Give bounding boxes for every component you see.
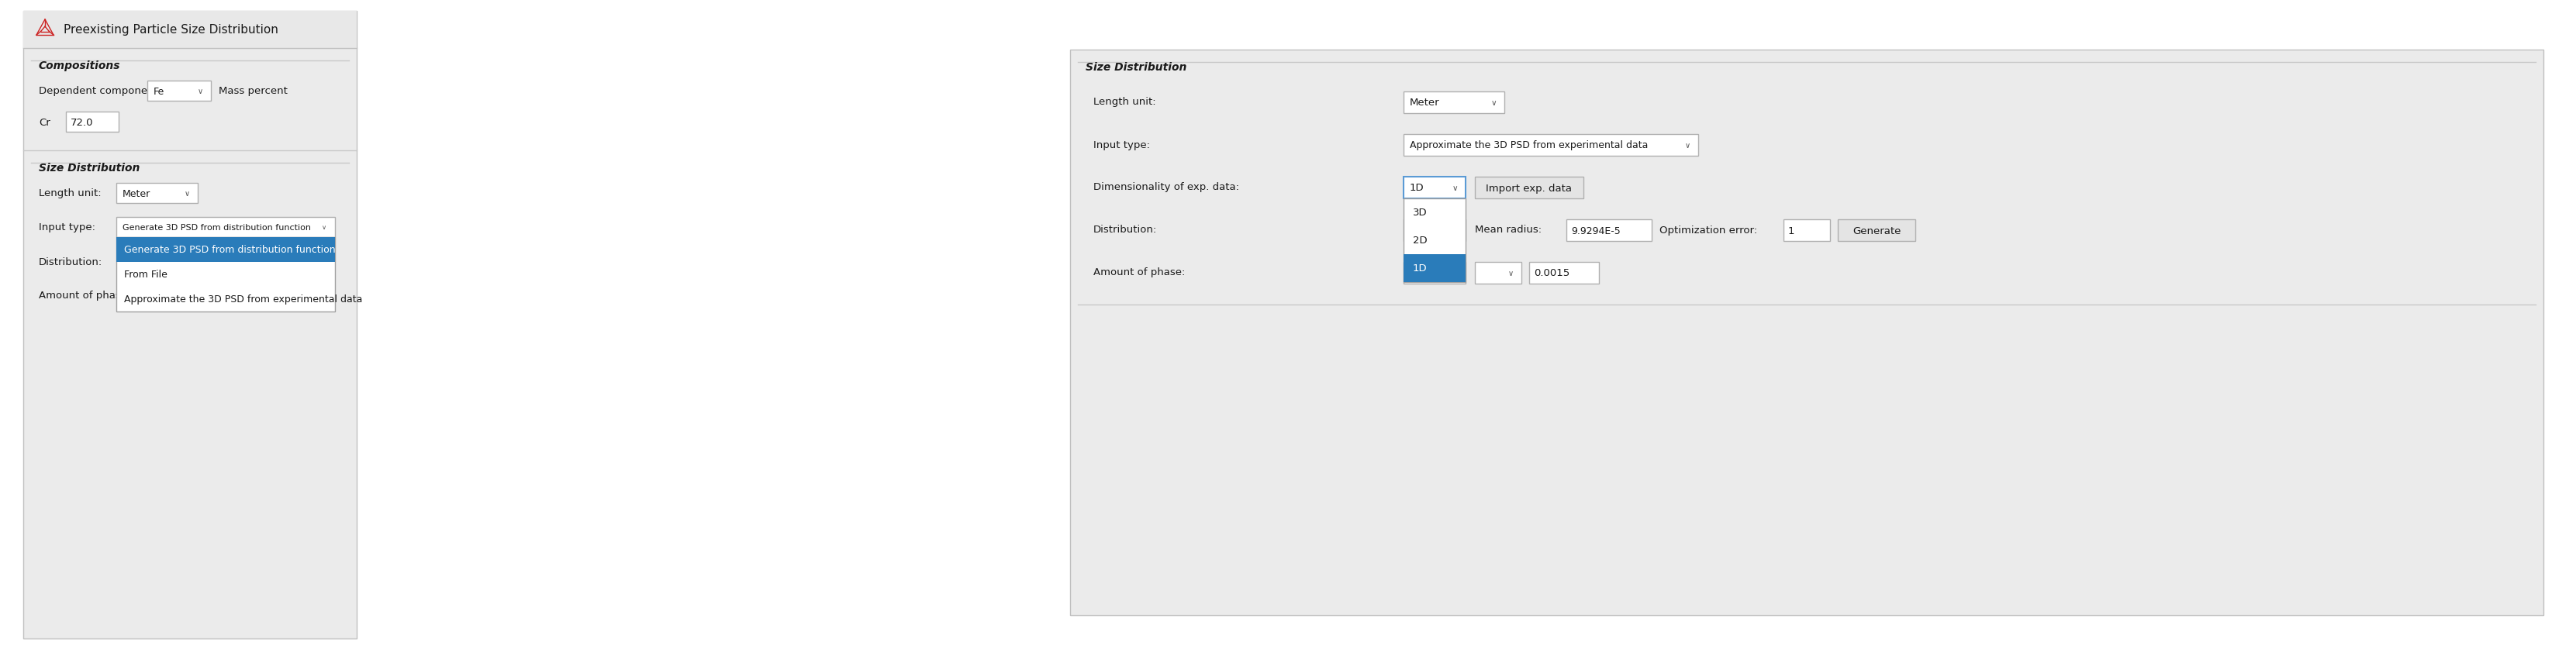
Text: Size Distribution: Size Distribution xyxy=(1084,62,1188,73)
Text: 1D: 1D xyxy=(1412,264,1427,274)
Bar xyxy=(1404,254,1466,282)
Text: Fe: Fe xyxy=(155,87,165,97)
Text: 9.9294E-5: 9.9294E-5 xyxy=(1571,225,1620,236)
Bar xyxy=(1837,220,1917,241)
Text: ∨: ∨ xyxy=(1450,226,1455,234)
Text: Optimization error:: Optimization error: xyxy=(1659,225,1757,235)
Bar xyxy=(116,237,335,262)
Text: Length unit:: Length unit: xyxy=(39,188,100,198)
Text: 2D: 2D xyxy=(1412,236,1427,246)
Text: 1D: 1D xyxy=(1409,183,1425,193)
Text: 0.0015: 0.0015 xyxy=(1533,268,1569,278)
Text: Approximate the 3D PSD from experimental data: Approximate the 3D PSD from experimental… xyxy=(124,295,363,305)
Bar xyxy=(1476,177,1584,199)
Text: ∨: ∨ xyxy=(1453,227,1458,235)
Text: ∨: ∨ xyxy=(1507,269,1512,277)
Bar xyxy=(1404,92,1504,114)
Text: Approximate the 3D PSD from experimental data: Approximate the 3D PSD from experimental… xyxy=(1409,141,1649,151)
Bar xyxy=(1069,50,2543,615)
Text: Preexisting Particle Size Distribution: Preexisting Particle Size Distribution xyxy=(64,24,278,36)
Bar xyxy=(1404,177,1466,199)
Bar xyxy=(1476,262,1522,284)
Bar xyxy=(1566,220,1651,241)
Text: ∨: ∨ xyxy=(183,190,191,198)
Bar xyxy=(116,184,198,204)
Text: Compositions: Compositions xyxy=(39,60,121,71)
Text: ∨: ∨ xyxy=(1453,269,1458,277)
Bar xyxy=(1530,262,1600,284)
Text: Distribution:: Distribution: xyxy=(1092,225,1157,235)
Text: ∨: ∨ xyxy=(322,224,327,231)
Bar xyxy=(116,237,335,312)
Bar xyxy=(1783,220,1829,241)
Bar xyxy=(147,81,211,101)
Text: Mass percent: Mass percent xyxy=(219,87,289,97)
Text: From File: From File xyxy=(124,270,167,280)
Bar xyxy=(23,12,355,639)
Text: Generate 3D PSD from distribution function: Generate 3D PSD from distribution functi… xyxy=(124,245,335,255)
Text: Dimensionality of exp. data:: Dimensionality of exp. data: xyxy=(1092,182,1239,192)
Text: ∨: ∨ xyxy=(1492,99,1497,107)
Bar xyxy=(1404,262,1466,284)
Bar xyxy=(23,12,355,49)
Text: ∨: ∨ xyxy=(1453,184,1458,192)
Text: Length unit:: Length unit: xyxy=(1092,97,1157,107)
Text: Size Distribution: Size Distribution xyxy=(39,163,139,173)
Text: Generate 3D PSD from distribution function: Generate 3D PSD from distribution functi… xyxy=(124,223,312,231)
Text: Import exp. data: Import exp. data xyxy=(1486,183,1571,193)
Text: Generate: Generate xyxy=(1852,225,1901,236)
Text: Input type:: Input type: xyxy=(1092,139,1149,150)
Text: Distribution:: Distribution: xyxy=(39,256,103,266)
Bar xyxy=(1404,220,1466,241)
Text: Meter: Meter xyxy=(124,188,149,198)
Bar xyxy=(1404,199,1466,282)
Text: Amount of phase:: Amount of phase: xyxy=(1092,268,1185,278)
Text: Amount of phase:: Amount of phase: xyxy=(39,291,131,301)
Text: 72.0: 72.0 xyxy=(70,117,93,128)
Text: Mean radius:: Mean radius: xyxy=(1476,225,1540,235)
Text: 3D: 3D xyxy=(1412,208,1427,218)
Text: Input type:: Input type: xyxy=(39,223,95,233)
Text: 1: 1 xyxy=(1788,225,1795,236)
Text: Cr: Cr xyxy=(39,117,49,128)
Text: Dependent component:: Dependent component: xyxy=(39,87,162,97)
Text: ∨: ∨ xyxy=(1685,141,1690,149)
Text: ∨: ∨ xyxy=(198,87,204,95)
Text: Meter: Meter xyxy=(1409,98,1440,108)
Bar xyxy=(116,217,335,237)
Text: tion: tion xyxy=(1409,268,1427,278)
Bar xyxy=(1404,135,1698,157)
Bar xyxy=(67,112,118,132)
